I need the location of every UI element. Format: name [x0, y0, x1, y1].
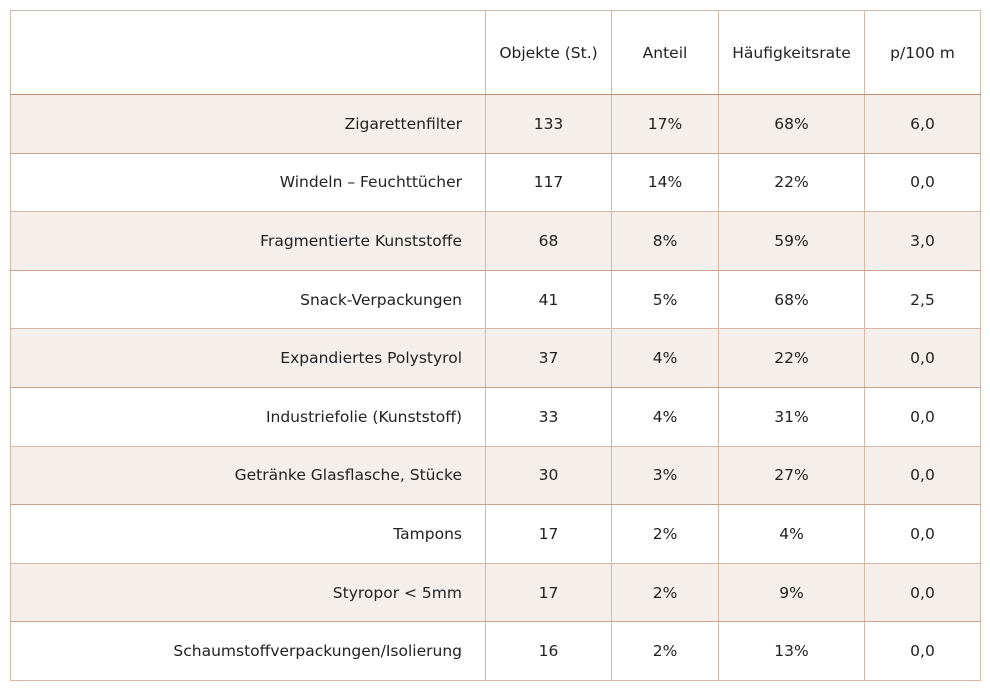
p100m-cell: 0,0 — [864, 386, 981, 447]
item-label: Getränke Glasflasche, Stücke — [10, 445, 486, 506]
item-label: Industriefolie (Kunststoff) — [10, 386, 486, 447]
header-objekte: Objekte (St.) — [485, 10, 612, 95]
p100m-cell: 0,0 — [864, 504, 981, 564]
objekte-cell: 33 — [485, 386, 612, 447]
item-label: Fragmentierte Kunststoffe — [10, 211, 486, 271]
table-row: Getränke Glasflasche, Stücke 30 3% 27% 0… — [10, 445, 981, 506]
anteil-cell: 2% — [611, 504, 719, 564]
objekte-cell: 17 — [485, 504, 612, 564]
litter-table-container: Objekte (St.) Anteil Häufigkeitsrate p/1… — [10, 10, 981, 681]
table-row: Zigarettenfilter 133 17% 68% 6,0 — [10, 94, 981, 154]
haeufigkeit-cell: 22% — [718, 152, 865, 213]
anteil-cell: 8% — [611, 211, 719, 271]
header-row: Objekte (St.) Anteil Häufigkeitsrate p/1… — [10, 10, 981, 95]
anteil-cell: 4% — [611, 328, 719, 388]
header-anteil: Anteil — [611, 10, 719, 95]
table-header: Objekte (St.) Anteil Häufigkeitsrate p/1… — [10, 10, 981, 95]
table-row: Fragmentierte Kunststoffe 68 8% 59% 3,0 — [10, 211, 981, 271]
p100m-cell: 2,5 — [864, 269, 981, 330]
objekte-cell: 133 — [485, 94, 612, 154]
p100m-cell: 0,0 — [864, 445, 981, 506]
table-body: Zigarettenfilter 133 17% 68% 6,0 Windeln… — [10, 94, 981, 681]
anteil-cell: 3% — [611, 445, 719, 506]
item-label: Windeln – Feuchttücher — [10, 152, 486, 213]
item-label: Tampons — [10, 504, 486, 564]
table-row: Tampons 17 2% 4% 0,0 — [10, 504, 981, 564]
item-label: Schaumstoffverpackungen/Isolierung — [10, 621, 486, 681]
item-label: Styropor < 5mm — [10, 562, 486, 623]
table-row: Snack-Verpackungen 41 5% 68% 2,5 — [10, 269, 981, 330]
anteil-cell: 17% — [611, 94, 719, 154]
haeufigkeit-cell: 68% — [718, 94, 865, 154]
objekte-cell: 17 — [485, 562, 612, 623]
anteil-cell: 2% — [611, 562, 719, 623]
haeufigkeit-cell: 9% — [718, 562, 865, 623]
objekte-cell: 117 — [485, 152, 612, 213]
objekte-cell: 68 — [485, 211, 612, 271]
haeufigkeit-cell: 31% — [718, 386, 865, 447]
objekte-cell: 37 — [485, 328, 612, 388]
anteil-cell: 5% — [611, 269, 719, 330]
haeufigkeit-cell: 59% — [718, 211, 865, 271]
haeufigkeit-cell: 13% — [718, 621, 865, 681]
haeufigkeit-cell: 68% — [718, 269, 865, 330]
header-item-label — [10, 10, 486, 95]
item-label: Zigarettenfilter — [10, 94, 486, 154]
objekte-cell: 16 — [485, 621, 612, 681]
objekte-cell: 30 — [485, 445, 612, 506]
header-haeufigkeitsrate: Häufigkeitsrate — [718, 10, 865, 95]
anteil-cell: 14% — [611, 152, 719, 213]
anteil-cell: 4% — [611, 386, 719, 447]
haeufigkeit-cell: 4% — [718, 504, 865, 564]
p100m-cell: 6,0 — [864, 94, 981, 154]
objekte-cell: 41 — [485, 269, 612, 330]
p100m-cell: 0,0 — [864, 328, 981, 388]
table-row: Schaumstoffverpackungen/Isolierung 16 2%… — [10, 621, 981, 681]
table-row: Styropor < 5mm 17 2% 9% 0,0 — [10, 562, 981, 623]
table-row: Expandiertes Polystyrol 37 4% 22% 0,0 — [10, 328, 981, 388]
table-row: Industriefolie (Kunststoff) 33 4% 31% 0,… — [10, 386, 981, 447]
p100m-cell: 3,0 — [864, 211, 981, 271]
litter-summary-table: Objekte (St.) Anteil Häufigkeitsrate p/1… — [10, 10, 981, 681]
item-label: Snack-Verpackungen — [10, 269, 486, 330]
anteil-cell: 2% — [611, 621, 719, 681]
p100m-cell: 0,0 — [864, 152, 981, 213]
p100m-cell: 0,0 — [864, 621, 981, 681]
haeufigkeit-cell: 27% — [718, 445, 865, 506]
p100m-cell: 0,0 — [864, 562, 981, 623]
table-row: Windeln – Feuchttücher 117 14% 22% 0,0 — [10, 152, 981, 213]
haeufigkeit-cell: 22% — [718, 328, 865, 388]
header-p100m: p/100 m — [864, 10, 981, 95]
item-label: Expandiertes Polystyrol — [10, 328, 486, 388]
